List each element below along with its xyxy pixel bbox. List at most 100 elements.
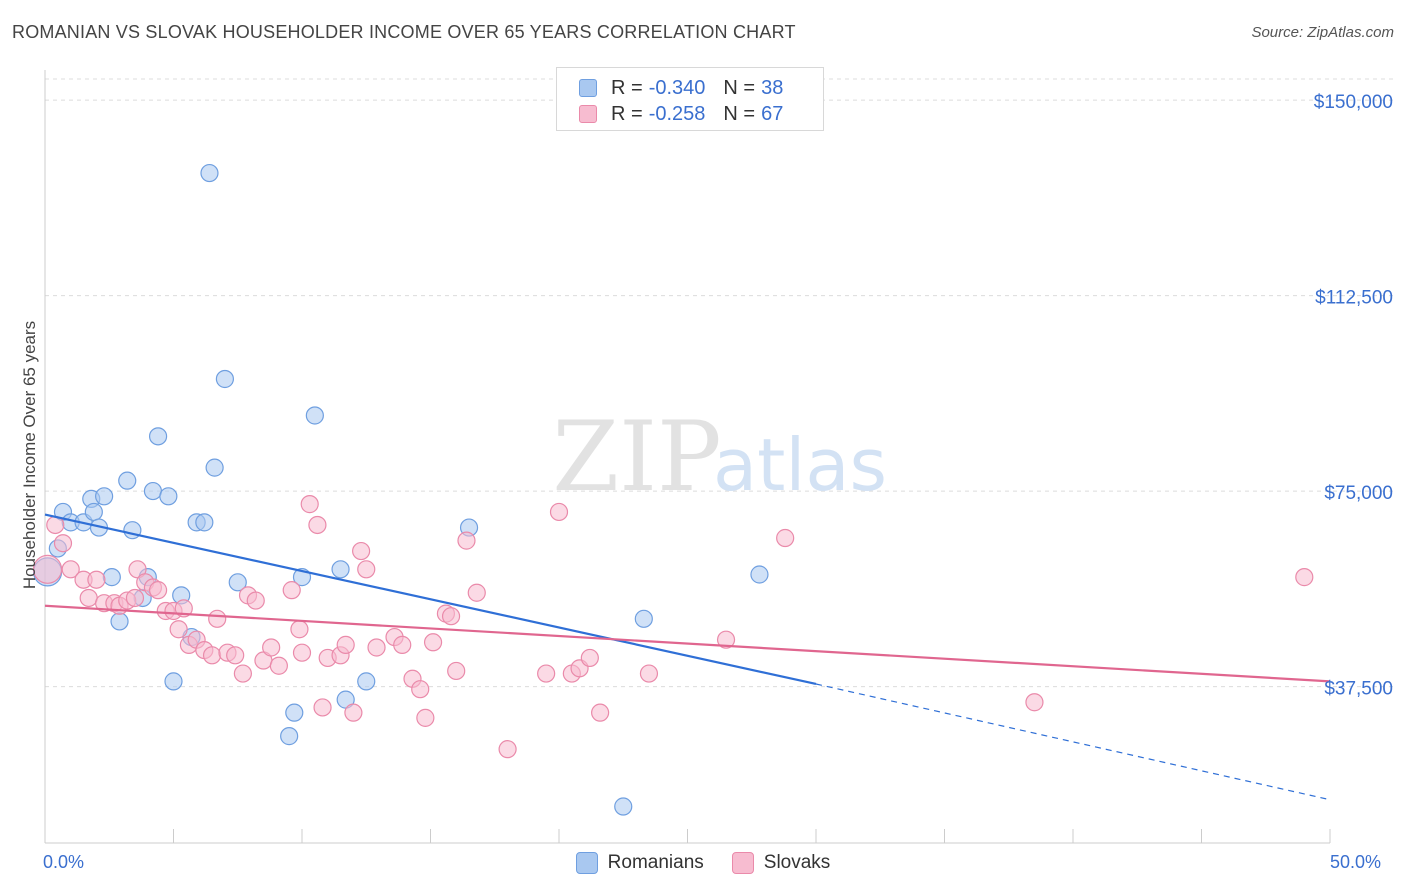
point-romanians — [228, 573, 247, 592]
point-slovaks — [776, 528, 795, 548]
point-romanians — [159, 487, 178, 506]
point-romanians — [95, 487, 114, 506]
point-slovaks — [352, 541, 371, 561]
y-tick-label: $112,500 — [1315, 288, 1393, 309]
point-slovaks — [411, 680, 430, 699]
point-romanians — [195, 513, 214, 532]
legend-swatch-romanians — [575, 852, 598, 874]
point-slovaks — [125, 588, 145, 608]
n-label: N = — [723, 102, 756, 125]
point-slovaks — [32, 554, 63, 584]
r-value: -0.340 — [648, 76, 706, 99]
point-slovaks — [53, 534, 73, 553]
legend-swatch-slovaks — [731, 852, 754, 874]
point-romanians — [357, 672, 376, 691]
point-slovaks — [246, 591, 265, 610]
point-romanians — [285, 703, 304, 722]
y-tick-label: $150,000 — [1314, 92, 1393, 113]
n-value: 67 — [761, 102, 784, 125]
point-romanians — [143, 481, 163, 501]
point-slovaks — [549, 502, 569, 522]
legend-row-slovaks: R = -0.258 N = 67 — [579, 101, 783, 127]
x-tick-left: 0.0% — [43, 852, 85, 872]
legend-item-slovaks[interactable]: Slovaks — [731, 852, 830, 874]
watermark: ZIP atlas — [552, 401, 887, 513]
point-slovaks — [290, 620, 309, 639]
r-label: R = — [611, 102, 643, 125]
point-slovaks — [202, 646, 222, 665]
point-slovaks — [262, 638, 281, 657]
point-romanians — [634, 609, 653, 628]
point-romanians — [110, 612, 129, 631]
trend-line-romanians — [44, 513, 817, 686]
data-points — [32, 163, 1314, 816]
legend-label-romanians: Romanians — [607, 852, 704, 873]
trend-extension-romanians — [815, 683, 1331, 801]
point-romanians — [750, 565, 769, 584]
legend-row-romanians: R = -0.340 N = 38 — [579, 75, 783, 101]
watermark-atlas: atlas — [713, 423, 887, 507]
point-slovaks — [269, 656, 288, 675]
r-value: -0.258 — [648, 102, 706, 125]
watermark-zip: ZIP — [552, 401, 721, 513]
point-slovaks — [87, 570, 106, 589]
legend-item-romanians[interactable]: Romanians — [575, 852, 704, 874]
x-tick-right: 50.0% — [1330, 852, 1382, 872]
point-romanians — [614, 797, 633, 816]
point-slovaks — [282, 581, 301, 600]
point-slovaks — [367, 638, 386, 657]
y-tick-labels: $37,500 $75,000 $112,500 $150,000 — [1314, 92, 1393, 700]
point-slovaks — [148, 581, 168, 600]
point-slovaks — [208, 609, 227, 628]
point-romanians — [331, 560, 350, 579]
point-romanians — [148, 427, 168, 446]
point-romanians — [118, 471, 137, 490]
point-slovaks — [226, 646, 245, 665]
point-slovaks — [447, 661, 466, 681]
series-legend: Romanians Slovaks — [0, 852, 1406, 874]
point-slovaks — [300, 495, 319, 514]
point-slovaks — [393, 635, 412, 654]
point-slovaks — [591, 703, 610, 722]
point-slovaks — [467, 583, 486, 602]
point-romanians — [164, 672, 183, 691]
point-slovaks — [79, 588, 98, 608]
point-slovaks — [313, 698, 332, 717]
point-slovaks — [1295, 568, 1314, 587]
point-slovaks — [344, 703, 363, 722]
point-slovaks — [441, 607, 461, 626]
point-slovaks — [292, 643, 312, 662]
y-tick-label: $37,500 — [1324, 679, 1393, 700]
y-axis-label: Householder Income Over 65 years — [20, 320, 39, 590]
n-label: N = — [723, 76, 756, 99]
point-slovaks — [423, 633, 443, 652]
n-value: 38 — [761, 76, 784, 99]
point-romanians — [102, 568, 121, 587]
point-slovaks — [416, 708, 435, 727]
trend-lines — [44, 513, 1331, 801]
point-romanians — [84, 502, 103, 522]
point-romanians — [200, 163, 219, 183]
r-label: R = — [611, 76, 643, 99]
point-slovaks — [639, 664, 659, 683]
point-slovaks — [357, 560, 376, 579]
point-slovaks — [233, 664, 252, 683]
point-slovaks — [716, 630, 736, 649]
point-romanians — [280, 727, 299, 746]
y-tick-label: $75,000 — [1324, 483, 1393, 504]
axes — [44, 70, 1331, 844]
point-slovaks — [336, 635, 355, 654]
trend-line-slovaks — [44, 604, 1331, 683]
legend-swatch-romanians — [579, 79, 597, 97]
point-slovaks — [537, 664, 556, 683]
point-romanians — [215, 369, 234, 389]
point-romanians — [305, 406, 324, 425]
correlation-legend: R = -0.340 N = 38 R = -0.258 N = 67 — [556, 67, 824, 131]
point-romanians — [205, 458, 224, 477]
point-slovaks — [61, 560, 80, 579]
legend-swatch-slovaks — [579, 105, 597, 123]
point-slovaks — [580, 648, 599, 668]
chart-title: ROMANIAN VS SLOVAK HOUSEHOLDER INCOME OV… — [12, 22, 796, 42]
point-slovaks — [308, 515, 327, 535]
